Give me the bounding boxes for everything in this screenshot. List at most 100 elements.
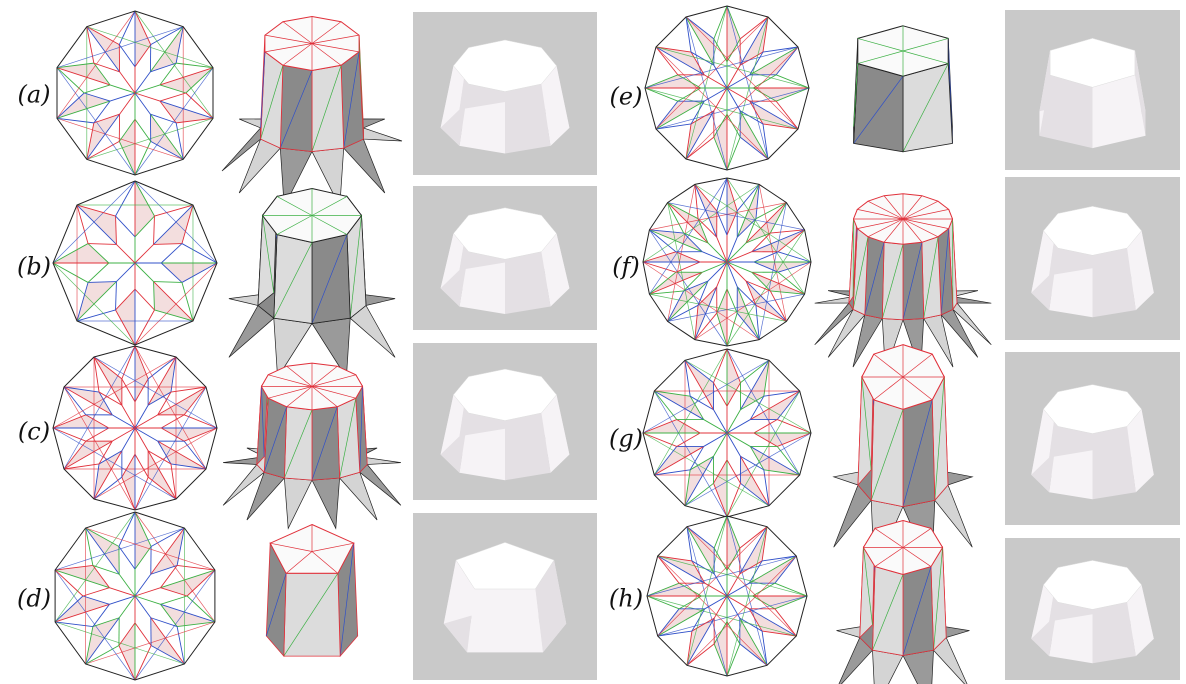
crease xyxy=(649,202,787,231)
crease xyxy=(683,271,703,292)
crease xyxy=(150,140,184,160)
crease xyxy=(874,547,904,567)
crease xyxy=(777,261,812,273)
crease xyxy=(116,244,136,264)
crease xyxy=(657,555,680,584)
panel-label: (b) xyxy=(17,253,51,281)
crease xyxy=(150,26,184,73)
crease xyxy=(150,617,178,628)
crease xyxy=(667,202,685,234)
crease xyxy=(777,419,812,434)
crease xyxy=(54,603,110,623)
crease xyxy=(752,582,776,597)
crease xyxy=(121,454,136,478)
crease xyxy=(153,204,194,245)
crease xyxy=(181,262,218,283)
crease xyxy=(154,309,194,322)
crease-pattern xyxy=(52,345,218,511)
crease xyxy=(279,70,313,149)
flap xyxy=(363,127,403,142)
crease xyxy=(902,38,949,52)
crease xyxy=(774,555,797,584)
crease xyxy=(775,74,810,89)
crease xyxy=(655,46,692,53)
crease xyxy=(713,573,728,597)
sheet-outline xyxy=(646,515,808,677)
paper-side xyxy=(1092,426,1136,500)
photo xyxy=(413,343,597,500)
crease xyxy=(777,229,805,253)
crease xyxy=(649,229,684,234)
panel-label: (e) xyxy=(610,83,643,111)
crease xyxy=(685,16,715,40)
crease-pattern xyxy=(54,511,216,681)
crease xyxy=(726,87,741,111)
crease xyxy=(270,542,313,552)
crease xyxy=(134,345,149,380)
crease xyxy=(749,46,799,76)
crease xyxy=(311,43,360,53)
crease xyxy=(864,242,885,315)
crease xyxy=(686,526,715,575)
crease xyxy=(703,432,728,447)
crease xyxy=(685,16,799,130)
crease xyxy=(263,406,288,473)
crease xyxy=(311,551,339,574)
crease xyxy=(264,34,313,44)
crease xyxy=(716,312,728,347)
crease xyxy=(713,459,728,484)
crease xyxy=(745,232,771,244)
crease xyxy=(311,234,348,324)
crease xyxy=(751,232,771,253)
panel-label: (a) xyxy=(17,81,50,109)
crease xyxy=(646,582,680,597)
crease xyxy=(52,243,89,264)
panel-label: (f) xyxy=(612,253,640,281)
crease xyxy=(85,427,109,442)
crease xyxy=(642,251,677,263)
crease xyxy=(667,202,709,244)
shaded-facet xyxy=(645,74,701,88)
shaded-facet xyxy=(57,93,110,119)
shaded-facet xyxy=(161,263,217,283)
crease xyxy=(150,617,185,665)
crease xyxy=(268,374,313,387)
crease xyxy=(685,16,692,53)
crease xyxy=(853,75,904,144)
side-facet xyxy=(902,399,936,508)
crease xyxy=(109,595,136,605)
crease xyxy=(751,229,805,253)
crease xyxy=(88,281,117,283)
shaded-facet xyxy=(160,570,215,596)
crease xyxy=(726,547,741,571)
crease xyxy=(109,587,136,597)
crease xyxy=(739,617,768,666)
paper-side xyxy=(1092,75,1146,149)
crease xyxy=(726,432,741,457)
crease xyxy=(159,92,186,102)
crease xyxy=(649,290,684,295)
crease xyxy=(157,386,207,416)
side-facet xyxy=(311,64,345,152)
crease xyxy=(56,118,184,160)
crease xyxy=(93,356,100,393)
paper-side xyxy=(535,560,567,653)
crease xyxy=(118,10,136,45)
crease xyxy=(54,511,136,623)
crease xyxy=(689,446,705,471)
crease xyxy=(86,26,120,73)
crease xyxy=(311,196,348,216)
crease xyxy=(175,26,184,64)
crease xyxy=(76,204,117,245)
crease xyxy=(85,527,120,547)
crease xyxy=(134,180,155,217)
shaded-facet xyxy=(643,419,701,433)
crease xyxy=(157,391,172,416)
crease xyxy=(685,16,715,66)
crease xyxy=(739,16,769,66)
crease xyxy=(902,200,939,220)
crease xyxy=(902,195,923,220)
crease xyxy=(92,564,120,575)
crease xyxy=(933,547,943,651)
